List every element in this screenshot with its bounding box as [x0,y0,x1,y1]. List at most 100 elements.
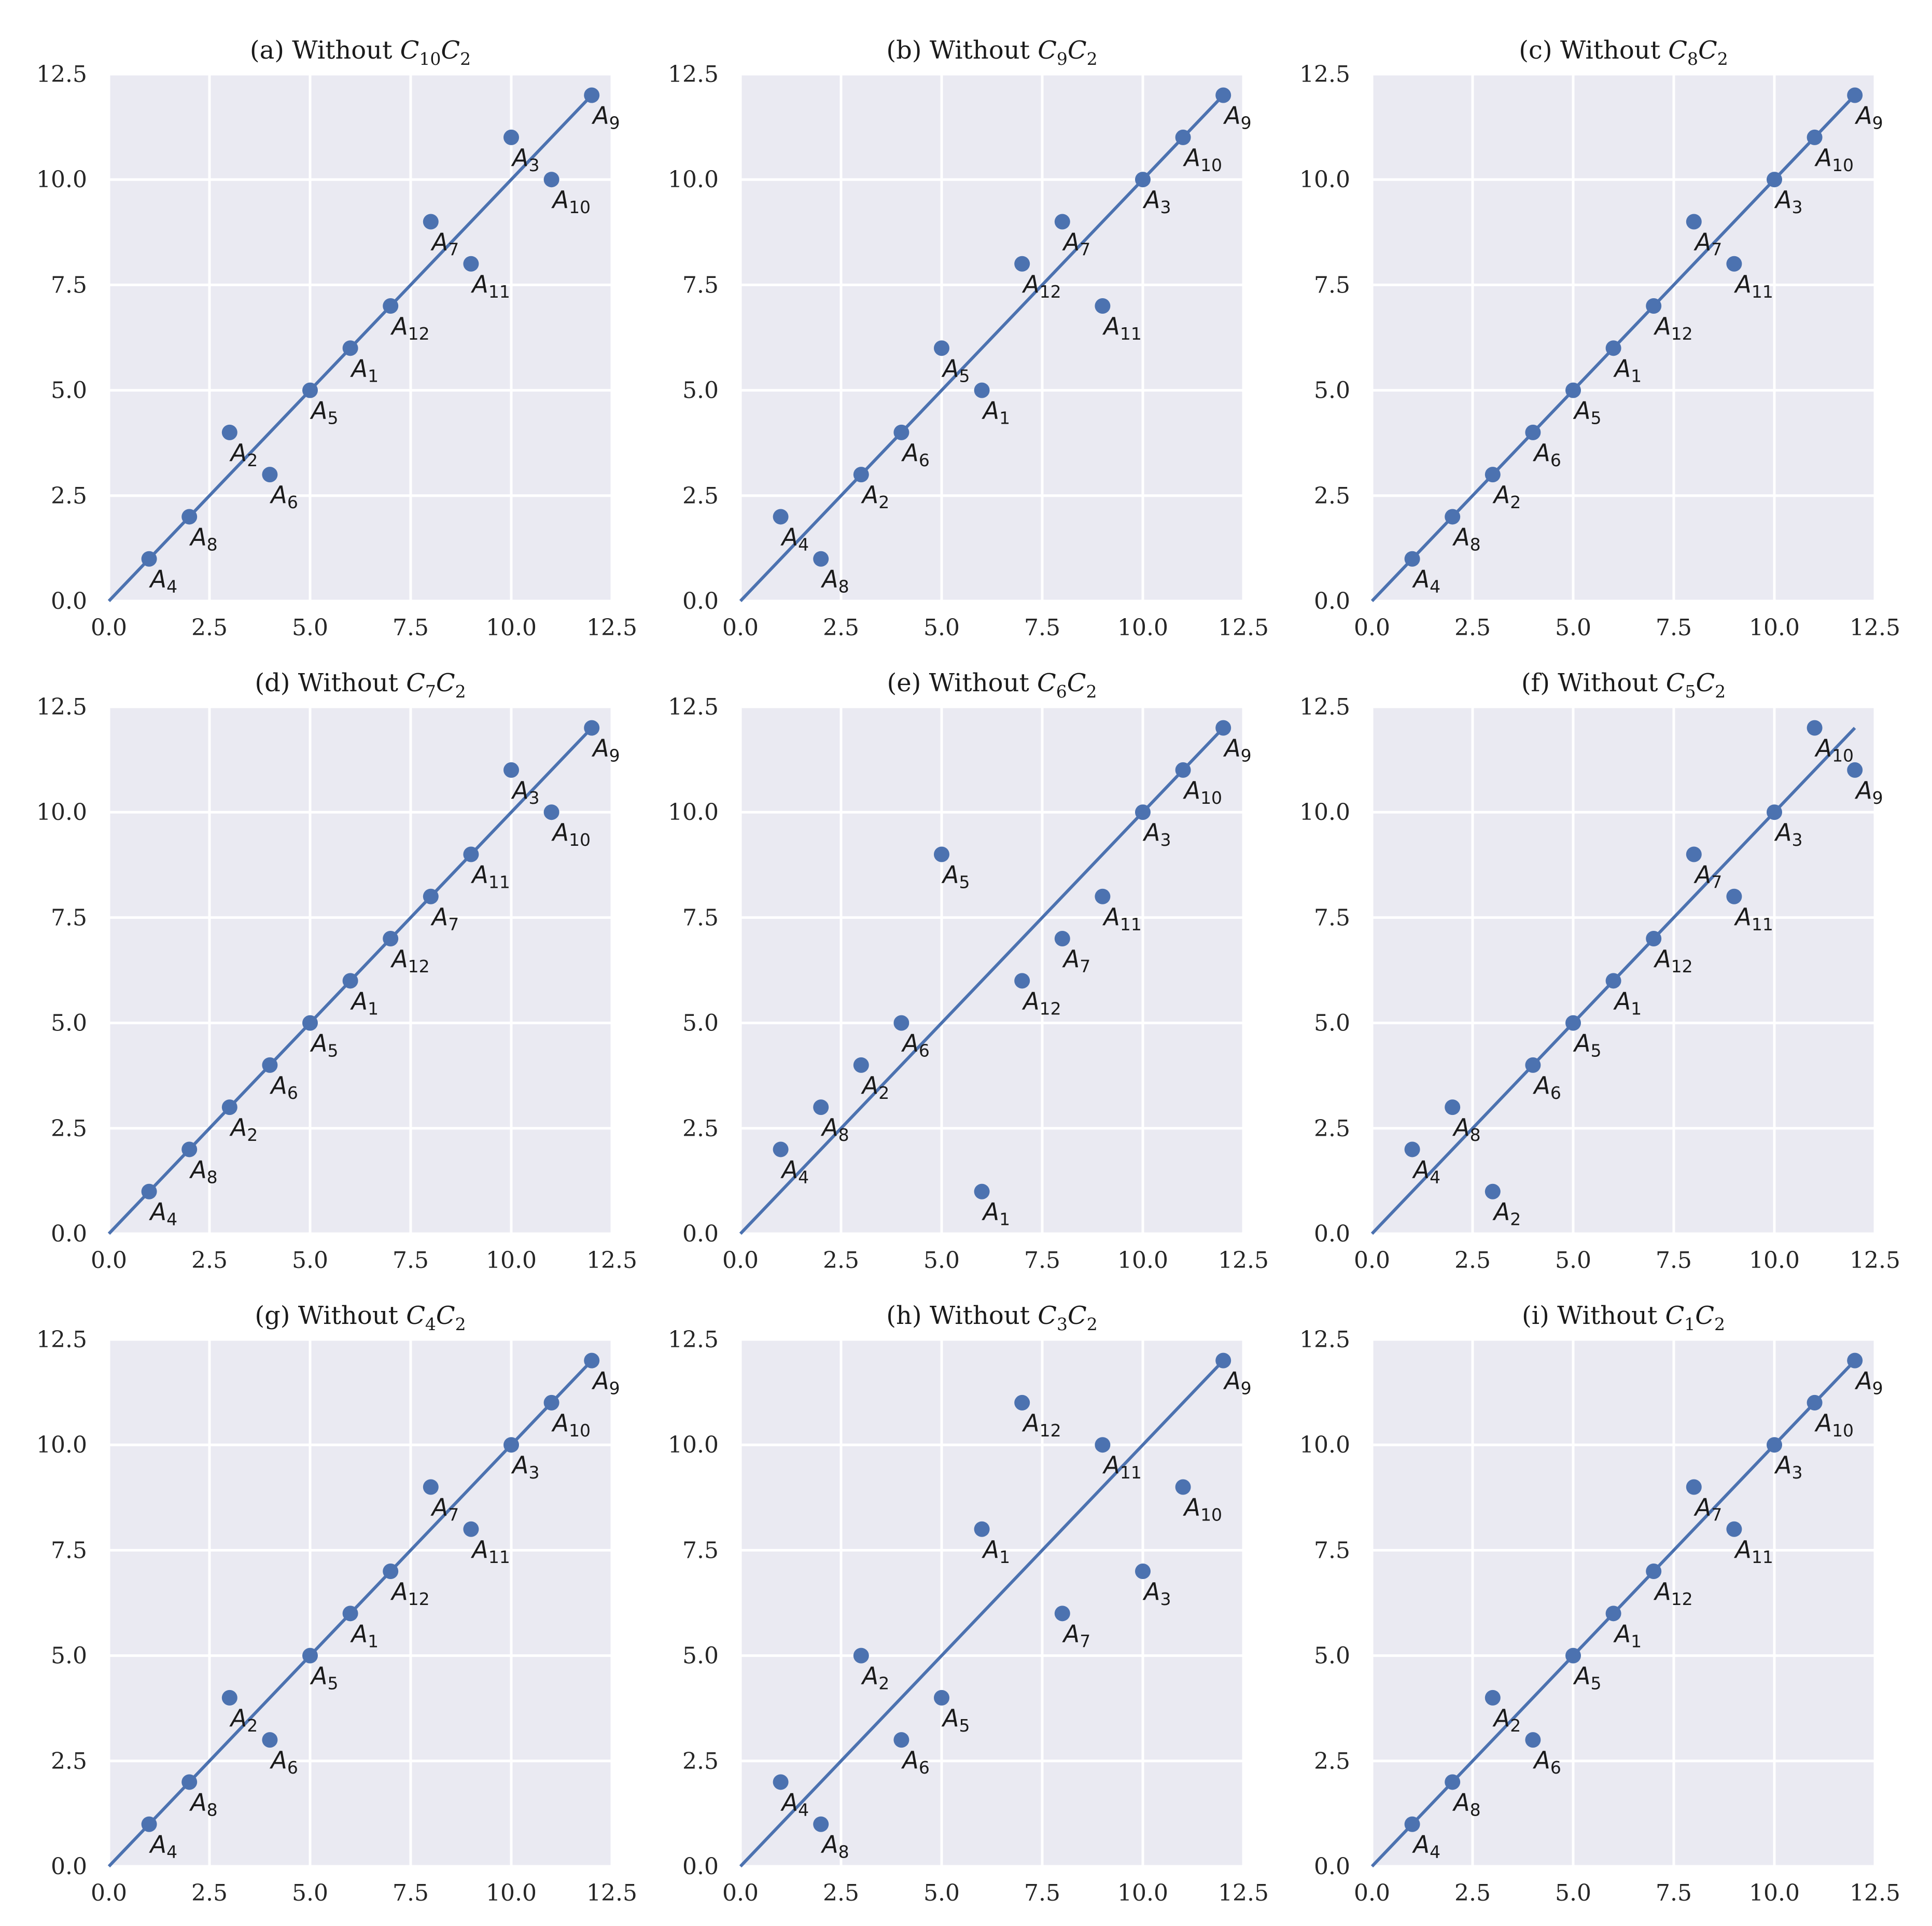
point-label: A6 [269,481,298,512]
point-label: A11 [1733,270,1773,302]
title-symbol: C [1696,668,1715,697]
point-label-subscript: 2 [247,450,258,470]
point-label-letter: A [430,1493,448,1521]
point-label: A9 [1854,1367,1883,1399]
point-label-letter: A [1021,270,1039,298]
data-point [1726,888,1742,904]
point-label: A10 [1814,144,1854,175]
title-text: (d) Without [255,668,406,697]
point-label: A4 [780,1155,809,1187]
point-label: A3 [511,1451,539,1483]
data-point [423,214,439,230]
x-tick-label: 7.5 [393,1880,429,1906]
point-label-letter: A [511,144,528,172]
point-label: A10 [551,818,591,850]
point-label: A6 [901,1746,929,1778]
data-point [974,1183,990,1199]
x-tick-label: 12.5 [586,1880,637,1906]
title-subscript: 2 [455,1314,466,1334]
point-label-letter: A [1613,1620,1631,1648]
title-text: (b) Without [886,36,1038,65]
x-tick-label: 2.5 [1454,1880,1491,1906]
y-tick-label: 5.0 [682,1643,719,1669]
data-point [1726,256,1742,272]
title-symbol: C [436,1301,455,1330]
point-label: A4 [780,1788,809,1820]
y-tick-label: 5.0 [51,1010,87,1037]
point-label: A3 [1142,1578,1171,1609]
y-tick-label: 7.5 [51,904,87,931]
title-symbol: C [1695,1301,1714,1330]
data-point [503,762,519,778]
point-label-subscript: 9 [609,746,620,766]
point-label: A2 [1492,1198,1521,1230]
point-label-letter: A [350,354,368,382]
point-label: A4 [149,1198,177,1230]
point-label-subscript: 1 [368,366,379,386]
data-point [181,1141,198,1157]
x-tick-label: 10.0 [486,615,537,641]
y-tick-label: 5.0 [682,1010,719,1037]
point-label-subscript: 1 [999,1209,1010,1230]
point-label-subscript: 11 [488,872,510,892]
point-label-letter: A [149,1198,166,1226]
y-tick-label: 10.0 [1299,799,1350,826]
point-label-subscript: 4 [1430,577,1440,597]
point-label-letter: A [1183,1493,1200,1521]
x-tick-label: 2.5 [1454,615,1491,641]
point-label: A7 [1062,945,1090,976]
title-symbol: C [1698,36,1717,65]
panel-i: 0.0 2.5 5.0 7.5 10.0 12.5 0.0 2.5 5.0 7.5 10.0 12.5… [1299,1301,1900,1906]
x-tick-label: 2.5 [823,1880,859,1906]
point-label: A8 [189,1155,217,1187]
data-point [853,1057,869,1073]
point-label-letter: A [1102,903,1119,931]
point-label-letter: A [1142,818,1160,846]
point-label-subscript: 5 [1590,1041,1601,1061]
point-label-subscript: 7 [1080,239,1090,259]
point-label-subscript: 9 [609,113,620,133]
point-label-letter: A [269,1071,287,1099]
point-label: A11 [1733,1536,1773,1567]
point-label-letter: A [1183,144,1200,172]
point-label-subscript: 4 [166,1209,177,1230]
point-label: A12 [1021,987,1061,1018]
data-point [1565,1015,1581,1031]
point-label-letter: A [1142,186,1160,214]
data-point [853,1648,869,1664]
point-label: A5 [941,1704,970,1736]
point-label: A2 [861,1662,889,1694]
point-label-subscript: 2 [1510,1715,1521,1736]
point-label-subscript: 6 [287,1757,298,1778]
point-label-subscript: 1 [999,408,1010,428]
data-point [1054,931,1070,947]
point-label-letter: A [1774,818,1791,846]
y-tick-label: 12.5 [36,1327,87,1353]
point-label: A11 [470,860,510,892]
title-symbol: C [441,36,460,65]
point-label-subscript: 7 [1711,239,1722,259]
data-point [1847,87,1863,103]
point-label-subscript: 5 [327,1041,338,1061]
title-symbol: C [1666,668,1685,697]
y-tick-label: 2.5 [1314,483,1350,509]
x-tick-label: 5.0 [292,615,328,641]
point-label-letter: A [1223,734,1240,762]
point-label: A1 [1613,987,1642,1018]
data-point [463,846,479,862]
data-point [853,467,869,483]
point-label-subscript: 7 [1080,1631,1090,1651]
point-label-letter: A [1062,945,1080,973]
data-point [1485,1690,1501,1706]
point-label-subscript: 6 [1550,450,1561,470]
point-label-subscript: 2 [247,1125,258,1145]
x-tick-label: 12.5 [586,1247,637,1274]
point-label: A10 [1183,144,1222,175]
point-label: A2 [229,1704,258,1736]
point-label-letter: A [1774,186,1791,214]
point-label-subscript: 8 [1470,1125,1481,1145]
point-label-letter: A [1814,734,1832,762]
point-label-letter: A [1733,903,1751,931]
point-label: A4 [149,565,177,597]
point-label-letter: A [1854,102,1872,130]
